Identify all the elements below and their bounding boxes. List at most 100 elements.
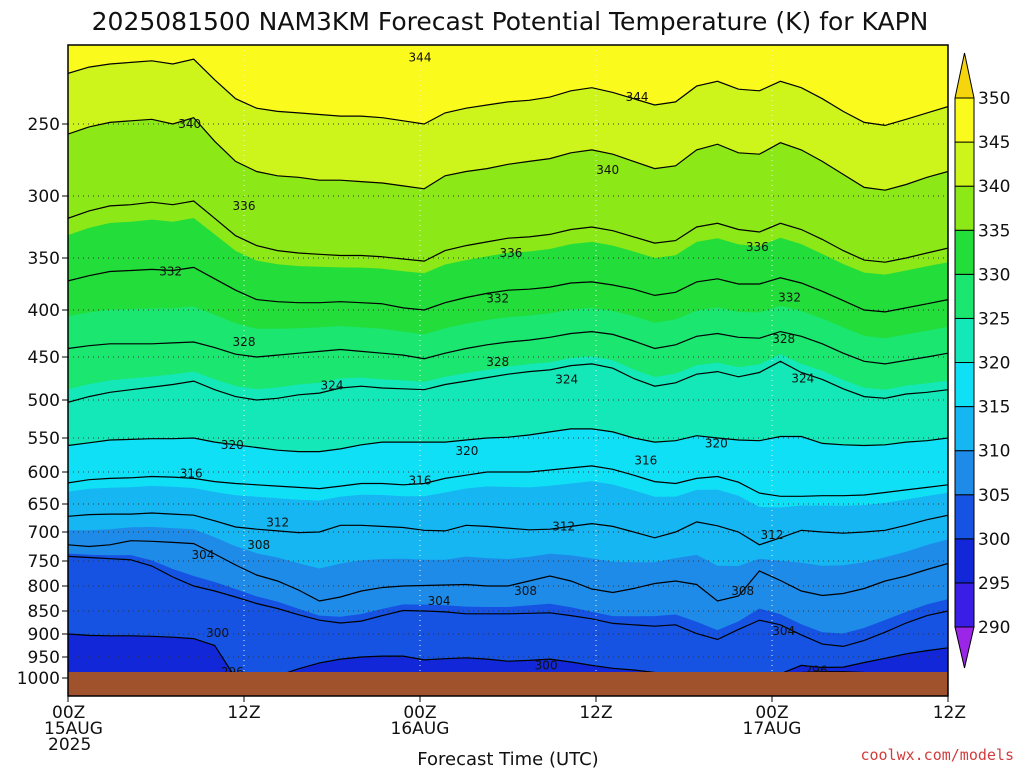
credit-text[interactable]: coolwx.com/models	[860, 746, 1014, 764]
isentropes	[68, 58, 948, 672]
isentrope-304	[68, 555, 948, 648]
colorbar-tick-label: 320	[978, 354, 1010, 374]
colorbar-swatch	[954, 185, 975, 231]
contour-label-328: 328	[233, 335, 256, 349]
contour-label-308: 308	[731, 584, 754, 598]
band-fill-310-315	[68, 481, 948, 545]
isentrope-332	[68, 266, 948, 313]
colorbar-tick-label: 310	[978, 442, 1010, 462]
contour-label-308: 308	[514, 584, 537, 598]
y-tick-label: 550	[28, 429, 60, 449]
contour-label-344: 344	[409, 51, 432, 65]
colorbar-tick-label: 290	[978, 618, 1010, 638]
x-tick-label: 00Z	[52, 703, 85, 723]
x-tick-label: 00Z	[403, 703, 436, 723]
colorbar-swatch	[954, 582, 975, 628]
contour-label-324: 324	[555, 372, 578, 386]
contour-label-316: 316	[180, 466, 203, 480]
y-tick-label: 300	[28, 187, 60, 207]
plot-frame	[67, 44, 949, 697]
x-tick-label: 12Z	[227, 703, 260, 723]
x-tick-label: 12Z	[579, 703, 612, 723]
y-tick-label: 400	[28, 301, 60, 321]
y-tick-label: 250	[28, 115, 60, 135]
band-fill-320-325	[68, 354, 948, 403]
isentrope-308	[68, 540, 948, 602]
colorbar-tick-label: 295	[978, 574, 1010, 594]
y-tick-label: 350	[28, 249, 60, 269]
contour-label-336: 336	[746, 240, 769, 254]
y-tick-label: 650	[28, 495, 60, 515]
colorbar-tick-label: 305	[978, 486, 1010, 506]
y-tick-label: 900	[28, 625, 60, 645]
x-tick-date: 17AUG	[743, 719, 802, 739]
y-tick-label: 450	[28, 348, 60, 368]
contour-label-300: 300	[535, 658, 558, 672]
contour-label-308: 308	[247, 538, 270, 552]
y-tick-label: 750	[28, 552, 60, 572]
isentrope-324	[68, 360, 948, 403]
y-tick-label: 1000	[17, 669, 60, 689]
isentrope-320	[68, 428, 948, 453]
contour-label-320: 320	[705, 436, 728, 450]
contour-label-304: 304	[428, 594, 451, 608]
colorbar-swatch-below	[954, 626, 975, 669]
colorbar-tick-label: 325	[978, 309, 1010, 329]
band-fill-305-310	[68, 527, 948, 601]
contour-label-340: 340	[596, 163, 619, 177]
contour-label-304: 304	[191, 548, 214, 562]
band-fill-330-335	[68, 218, 948, 312]
y-tick-label: 600	[28, 463, 60, 483]
contour-label-316: 316	[409, 473, 432, 487]
contour-label-340: 340	[178, 117, 201, 131]
colorbar-swatch	[954, 273, 975, 319]
isentrope-328	[68, 330, 948, 365]
contour-label-344: 344	[626, 90, 649, 104]
x-tick-year: 2025	[48, 735, 91, 755]
colorbar-swatch	[954, 317, 975, 363]
y-tick-label: 500	[28, 391, 60, 411]
colorbar-tick-label: 345	[978, 133, 1010, 153]
y-tick-label: 850	[28, 602, 60, 622]
x-tick-label: 00Z	[755, 703, 788, 723]
isentrope-300	[68, 633, 948, 672]
colorbar-swatch-above	[954, 52, 975, 99]
colorbar-swatch	[954, 406, 975, 452]
contour-label-320: 320	[221, 438, 244, 452]
colorbar-swatch	[954, 450, 975, 496]
contour-label-332: 332	[778, 291, 801, 305]
band-fill-300-305	[68, 553, 948, 647]
contour-label-336: 336	[499, 246, 522, 260]
contour-label-332: 332	[486, 292, 509, 306]
colorbar-tick-label: 350	[978, 89, 1010, 109]
isentrope-340	[68, 117, 948, 191]
colorbar-tick-label: 315	[978, 398, 1010, 418]
contour-label-304: 304	[772, 624, 795, 638]
colorbar-tick-label: 335	[978, 221, 1010, 241]
isentrope-312	[68, 512, 948, 546]
contour-label-332: 332	[159, 265, 182, 279]
y-tick-label: 800	[28, 577, 60, 597]
contour-label-300: 300	[206, 626, 229, 640]
colorbar-swatch	[954, 538, 975, 584]
contour-label-316: 316	[634, 453, 657, 467]
contour-label-324: 324	[791, 372, 814, 386]
contour-label-336: 336	[233, 199, 256, 213]
ground-fill	[68, 672, 948, 696]
chart-title: 2025081500 NAM3KM Forecast Potential Tem…	[92, 7, 929, 36]
x-tick-date: 16AUG	[391, 719, 450, 739]
plot-area: 344 344 340 340 336 336 336 332 332 332 328 328 328 3…	[67, 44, 949, 697]
colorbar-tick-label: 340	[978, 177, 1010, 197]
isentrope-316	[68, 465, 948, 497]
colorbar-swatch	[954, 97, 975, 143]
colorbar-swatch	[954, 362, 975, 408]
contour-label-324: 324	[321, 378, 344, 392]
y-tick-label: 700	[28, 523, 60, 543]
contour-labels: 344 344 340 340 336 336 336 332 332 332 328 328 328 3…	[159, 51, 827, 679]
colorbar-swatch	[954, 229, 975, 275]
contour-label-328: 328	[772, 332, 795, 346]
contour-label-312: 312	[552, 519, 575, 533]
band-fill-325-330	[68, 305, 948, 364]
